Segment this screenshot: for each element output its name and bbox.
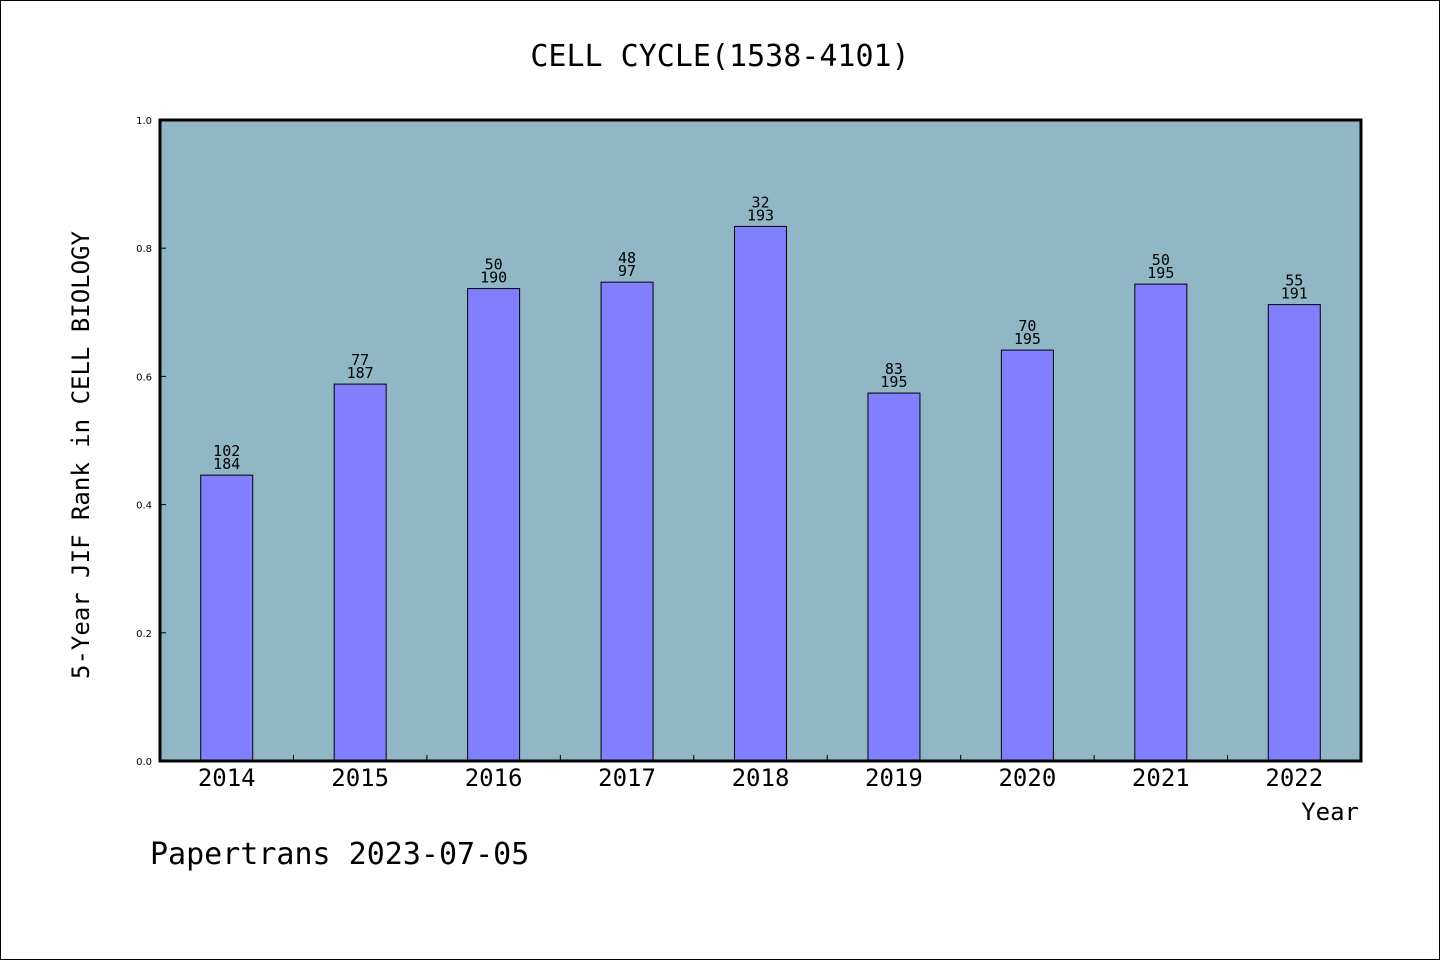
rank-label-2019: 83 [885,360,903,378]
bar-2019 [867,392,921,762]
x-axis: 2014 2015 2016 2017 2018 2019 2020 2021 2022 [198,755,1323,792]
rank-label-2021: 50 [1152,251,1170,269]
total-label-2020: 195 [1014,330,1041,348]
y-tick-label: 0.2 [136,629,152,640]
bars-group [200,225,1321,762]
x-tick-label-2017: 2017 [598,764,656,792]
bar-2020 [1000,349,1054,762]
total-label-2016: 190 [480,269,507,287]
rank-label-2015: 77 [351,351,369,369]
y-axis-label: 5-Year JIF Rank in CELL BIOLOGY [67,230,95,678]
chart-title: CELL CYCLE(1538-4101) [530,39,909,74]
x-tick-label-2020: 2020 [998,764,1056,792]
y-tick-label: 0.8 [136,244,152,255]
bar-2016 [467,288,521,762]
rank-label-2018: 32 [751,193,769,211]
rank-label-2022: 55 [1285,272,1303,290]
x-tick-label-2019: 2019 [865,764,923,792]
y-tick-label: 0.4 [136,501,152,512]
bar-2018 [734,225,787,762]
bar-2014 [200,474,254,762]
total-label-2019: 195 [880,373,907,391]
x-tick-label-2014: 2014 [198,764,256,792]
rank-label-2020: 70 [1018,317,1036,335]
total-label-2017: 97 [618,262,636,280]
total-label-2014: 184 [213,455,240,473]
x-tick-label-2018: 2018 [732,764,790,792]
y-tick-label: 1.0 [136,116,152,127]
total-label-2022: 191 [1281,285,1308,303]
total-label-2015: 187 [347,364,374,382]
total-label-2021: 195 [1147,264,1174,282]
bar-2022 [1267,304,1321,762]
y-tick-label: 0.6 [136,372,152,383]
bar-2021 [1134,283,1188,762]
rank-label-2017: 48 [618,249,636,267]
bar-2015 [333,383,387,762]
rank-label-2016: 50 [485,256,503,274]
total-label-2018: 193 [747,206,774,224]
y-tick-label: 0.0 [136,757,152,768]
x-tick-label-2021: 2021 [1132,764,1190,792]
plot-border [158,118,1363,763]
x-tick-label-2022: 2022 [1265,764,1323,792]
x-tick-label-2016: 2016 [465,764,523,792]
rank-label-2014: 102 [213,442,240,460]
data-labels-group: 1021847718750190489732193831957019550195… [213,193,1308,473]
x-axis-label: Year [1301,798,1359,826]
x-tick-label-2015: 2015 [331,764,389,792]
footer-credit: Papertrans 2023-07-05 [150,837,529,872]
bar-2017 [600,281,654,762]
